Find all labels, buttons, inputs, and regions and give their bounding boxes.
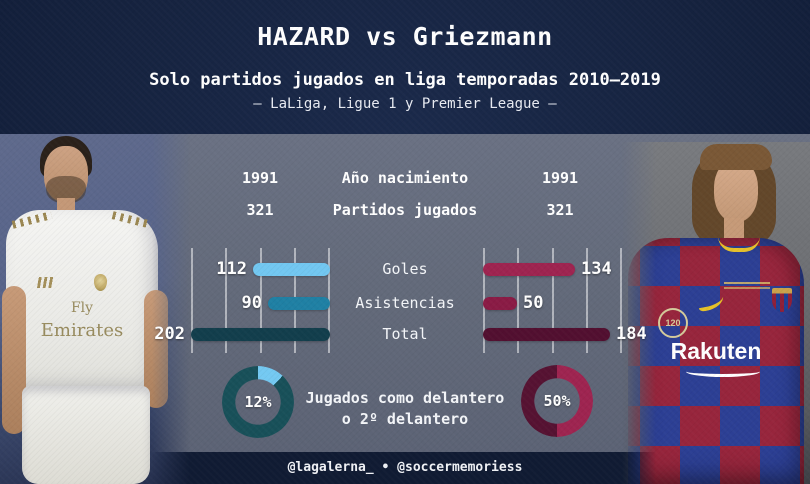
credits: @lagalerna_ • @soccermemoriess <box>287 460 523 475</box>
griezmann-face <box>714 160 758 222</box>
hazard-asistencias-bar <box>268 296 330 310</box>
category-goles: Goles <box>382 260 428 278</box>
griezmann-goles-row: 134 <box>483 259 673 279</box>
gridline <box>620 248 622 353</box>
hazard-total-bar <box>191 327 330 341</box>
birthyear-label: Año nacimiento <box>341 169 469 187</box>
hazard-total-row: 202 <box>140 324 330 344</box>
donut-caption-line2: o 2º delantero <box>341 410 469 428</box>
barca-120-badge: 120 <box>658 308 688 338</box>
hazard-goles-row: 112 <box>140 259 330 279</box>
gridline <box>517 248 520 353</box>
hazard-asistencias-row: 90 <box>140 293 330 313</box>
leagues-note: — LaLiga, Ligue 1 y Premier League — <box>253 96 557 112</box>
subtitle: Solo partidos jugados en liga temporadas… <box>149 70 661 90</box>
rakuten-sponsor-text: Rakuten <box>670 338 762 364</box>
hazard-donut-label: 12% <box>244 393 272 411</box>
griezmann-goles-value: 134 <box>581 259 612 279</box>
griezmann-photo: 120 Rakuten <box>622 142 810 484</box>
page-title: HAZARD vs Griezmann <box>257 22 553 51</box>
jersey-sponsor-line1: Fly <box>70 300 94 316</box>
donut-caption-line1: Jugados como delantero <box>305 389 505 407</box>
hazard-goles-bar <box>253 262 330 276</box>
griezmann-asistencias-value: 50 <box>523 293 544 313</box>
gridline <box>259 248 262 353</box>
griezmann-total-row: 184 <box>483 324 673 344</box>
rakuten-underline-icon <box>686 366 760 377</box>
barcelona-jersey: 120 Rakuten <box>628 238 804 484</box>
griezmann-donut-chart <box>521 365 593 437</box>
griezmann-total-bar <box>483 327 610 341</box>
hazard-birthyear: 1991 <box>241 169 279 187</box>
griezmann-asistencias-row: 50 <box>483 293 673 313</box>
matches-label: Partidos jugados <box>332 201 478 219</box>
gridline <box>191 248 193 353</box>
jersey-sponsor-line2: Emirates <box>40 320 124 341</box>
griezmann-neck <box>724 218 744 242</box>
final-match-text <box>724 282 770 284</box>
jersey-collar <box>718 238 760 252</box>
griezmann-goles-bar <box>483 262 575 276</box>
gridline <box>585 248 588 353</box>
hazard-jersey: Fly Emirates <box>6 210 158 390</box>
hazard-goles-value: 112 <box>216 259 247 279</box>
hazard-shorts <box>22 386 150 484</box>
griezmann-total-value: 184 <box>616 324 647 344</box>
gridline <box>551 248 554 353</box>
griezmann-matches: 321 <box>546 201 574 219</box>
info-row-matches: 321 Partidos jugados 321 <box>0 201 810 221</box>
hazard-matches: 321 <box>246 201 274 219</box>
real-madrid-crest-icon <box>94 274 107 291</box>
info-row-birthyear: 1991 Año nacimiento 1991 <box>0 169 810 189</box>
griezmann-birthyear: 1991 <box>541 169 579 187</box>
gridline <box>225 248 228 353</box>
adidas-logo-icon <box>37 277 54 288</box>
griezmann-donut-label: 50% <box>543 392 571 410</box>
barcelona-crest-icon <box>772 288 792 312</box>
category-asistencias: Asistencias <box>355 294 455 312</box>
griezmann-asistencias-bar <box>483 296 517 310</box>
category-total: Total <box>382 325 428 343</box>
hazard-asistencias-value: 90 <box>241 293 262 313</box>
griezmann-hair-fringe <box>700 144 772 170</box>
hazard-donut-chart <box>222 366 294 438</box>
hazard-photo: Fly Emirates <box>0 134 190 484</box>
hazard-total-value: 202 <box>154 324 185 344</box>
